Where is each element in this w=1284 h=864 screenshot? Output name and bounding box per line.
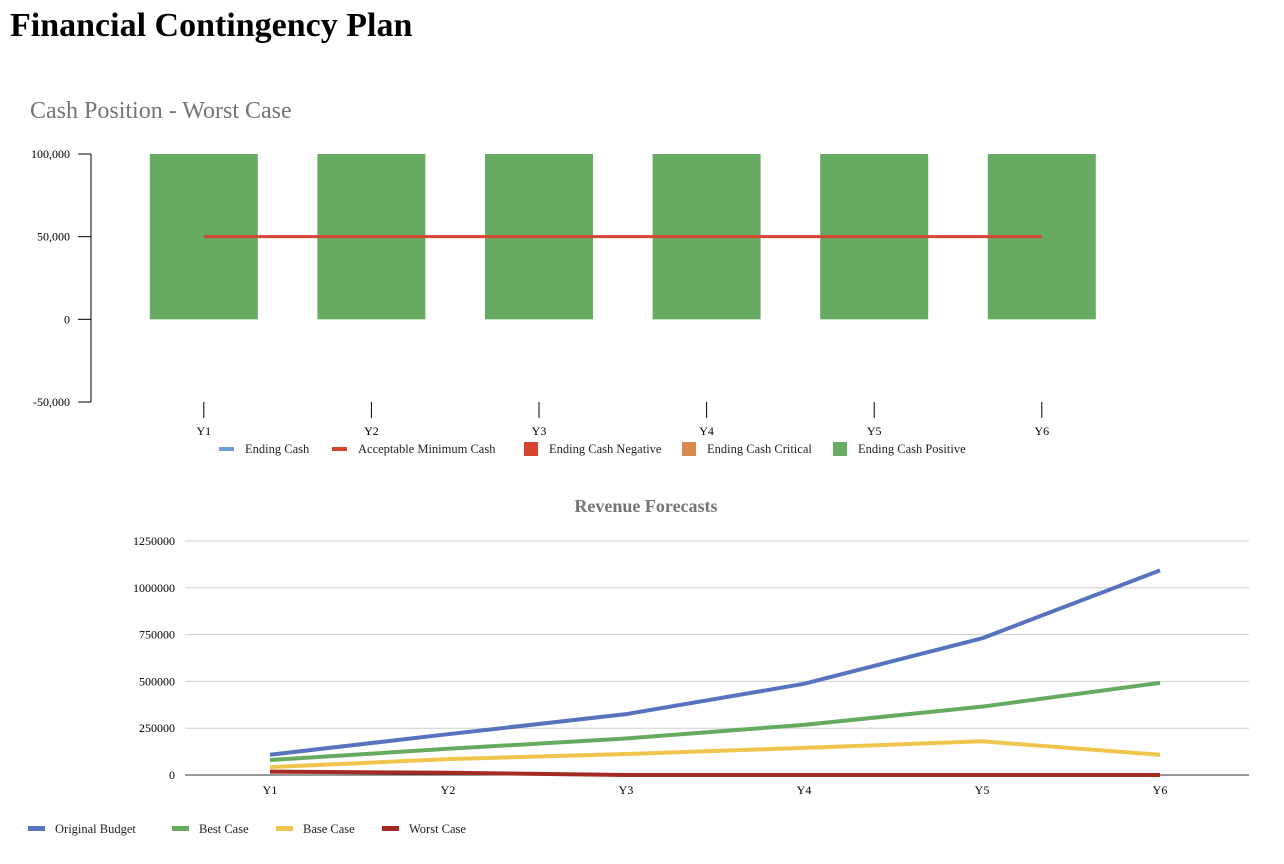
y-tick-label: 0 bbox=[64, 312, 70, 326]
series-line bbox=[269, 769, 1160, 777]
y-tick-label: 1000000 bbox=[133, 581, 175, 595]
x-tick-label: Y4 bbox=[797, 783, 812, 797]
x-tick-label: Y2 bbox=[441, 783, 456, 797]
series-line bbox=[269, 680, 1161, 763]
legend-line-swatch bbox=[276, 826, 293, 831]
legend-label: Ending Cash Positive bbox=[858, 442, 966, 456]
x-tick-label: Y3 bbox=[532, 424, 547, 438]
legend-label: Ending Cash Negative bbox=[549, 442, 662, 456]
x-tick-label: Y1 bbox=[196, 424, 211, 438]
x-tick-label: Y2 bbox=[364, 424, 379, 438]
x-tick-label: Y3 bbox=[619, 783, 634, 797]
y-tick-label: 500000 bbox=[139, 674, 175, 688]
x-tick-label: Y4 bbox=[699, 424, 714, 438]
chart-title: Cash Position - Worst Case bbox=[30, 98, 292, 124]
legend-line-swatch bbox=[332, 447, 347, 451]
legend-box-swatch bbox=[524, 442, 538, 456]
legend-box-swatch bbox=[833, 442, 847, 456]
legend-label: Acceptable Minimum Cash bbox=[358, 442, 496, 456]
legend-box-swatch bbox=[682, 442, 696, 456]
legend-label: Best Case bbox=[199, 822, 249, 836]
legend-label: Worst Case bbox=[409, 822, 466, 836]
x-tick-label: Y1 bbox=[263, 783, 278, 797]
y-tick-label: 250000 bbox=[139, 721, 175, 735]
cash-position-chart: Cash Position - Worst Case 100,000 50,000 0… bbox=[30, 98, 1096, 456]
y-tick-label: 750000 bbox=[139, 628, 175, 642]
series-line bbox=[269, 739, 1161, 770]
y-tick-label: 0 bbox=[169, 768, 175, 782]
legend-label: Original Budget bbox=[55, 822, 136, 836]
x-tick-label: Y6 bbox=[1153, 783, 1168, 797]
legend-line-swatch bbox=[382, 826, 399, 831]
legend-line-swatch bbox=[172, 826, 189, 831]
page-title: Financial Contingency Plan bbox=[10, 7, 413, 44]
x-tick-label: Y5 bbox=[975, 783, 990, 797]
x-tick-label: Y5 bbox=[867, 424, 882, 438]
y-tick-label: 1250000 bbox=[133, 534, 175, 548]
legend-label: Ending Cash bbox=[245, 442, 310, 456]
y-tick-label: 50,000 bbox=[37, 230, 70, 244]
revenue-forecasts-chart: Revenue Forecasts 0 250000 500000 750000 1000… bbox=[28, 496, 1249, 836]
series-line bbox=[269, 568, 1161, 757]
legend-line-swatch bbox=[219, 447, 234, 451]
x-tick-label: Y6 bbox=[1034, 424, 1049, 438]
y-tick-label: 100,000 bbox=[31, 147, 70, 161]
y-tick-label: -50,000 bbox=[33, 395, 70, 409]
legend-label: Ending Cash Critical bbox=[707, 442, 812, 456]
legend-label: Base Case bbox=[303, 822, 355, 836]
legend-line-swatch bbox=[28, 826, 45, 831]
chart-title: Revenue Forecasts bbox=[574, 496, 717, 516]
